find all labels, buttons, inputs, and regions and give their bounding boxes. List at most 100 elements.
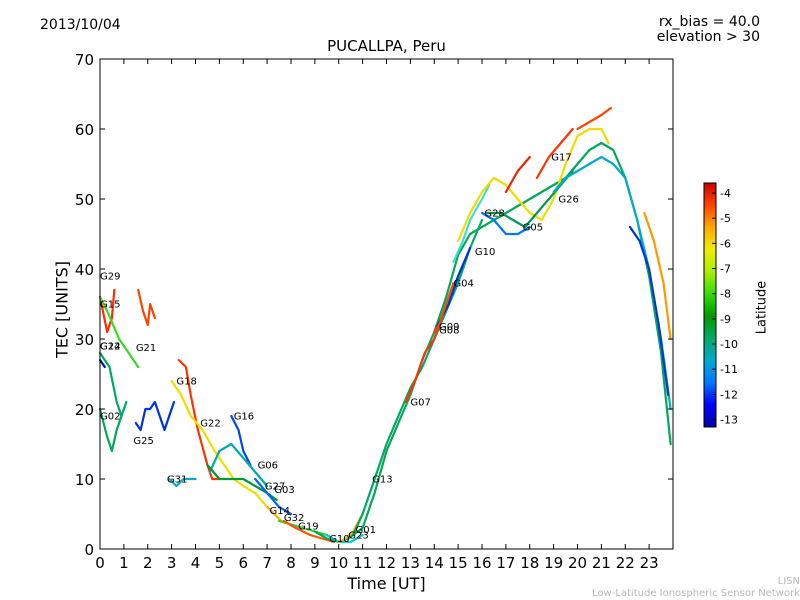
- x-tick-label: 14: [425, 554, 444, 572]
- series-g28: [457, 127, 610, 243]
- y-tick-label: 0: [84, 541, 94, 559]
- colorbar-tick-label: -12: [720, 388, 738, 401]
- watermark-short: LISN: [777, 576, 800, 587]
- satellite-label: G26: [558, 195, 578, 206]
- colorbar-tick-label: -13: [720, 413, 738, 426]
- x-tick-label: 13: [401, 554, 420, 572]
- x-tick-label: 3: [167, 554, 177, 572]
- x-tick-label: 19: [544, 554, 563, 572]
- satellite-label: G14: [270, 506, 290, 517]
- series-g03: [254, 477, 293, 516]
- series-g31: [168, 477, 197, 488]
- colorbar-tick-label: -9: [720, 313, 731, 326]
- series-g20: [504, 155, 531, 194]
- satellite-label: G10: [475, 247, 495, 258]
- x-tick-label: 8: [286, 554, 296, 572]
- series-g29: [98, 288, 116, 334]
- colorbar: [703, 182, 717, 428]
- rx-bias-label: rx_bias = 40.0: [658, 14, 760, 30]
- x-tick-label: 21: [592, 554, 611, 572]
- colorbar-tick-label: -6: [720, 237, 731, 250]
- series-g09: [433, 281, 455, 334]
- y-axis-ticks: 0 10 20 30 40 50 60 70: [75, 51, 673, 559]
- series-g08: [433, 246, 472, 334]
- series-g23: [325, 533, 364, 544]
- satellite-label: G04: [453, 279, 473, 290]
- y-tick-label: 30: [75, 331, 94, 349]
- y-axis-label: TEC [UNITS]: [52, 261, 72, 358]
- series-g22: [170, 379, 269, 509]
- x-tick-label: 23: [640, 554, 659, 572]
- colorbar-ticks: -4 -5 -6 -7 -8 -9 -10 -11 -12 -13: [712, 187, 738, 426]
- series-g10: [313, 141, 672, 544]
- x-tick-label: 9: [310, 554, 320, 572]
- satellite-label: G10: [329, 534, 349, 545]
- series-g12: [98, 358, 106, 369]
- series-g07: [404, 316, 443, 404]
- satellite-label: G15: [100, 300, 120, 311]
- series-g17: [535, 127, 574, 180]
- series-g06: [208, 442, 269, 488]
- x-tick-label: 10: [329, 554, 348, 572]
- series-layer: [98, 106, 672, 544]
- satellite-label: G21: [136, 343, 156, 354]
- colorbar-tick-label: -11: [720, 363, 738, 376]
- satellite-label: G32: [284, 513, 304, 524]
- series-g25: [134, 400, 176, 432]
- x-tick-label: 6: [238, 554, 248, 572]
- y-tick-label: 50: [75, 191, 94, 209]
- satellite-label: G19: [298, 521, 318, 532]
- satellite-label: G09: [439, 322, 459, 333]
- satellite-label: G27: [265, 482, 285, 493]
- colorbar-label: Latitude: [754, 280, 770, 335]
- x-tick-label: 20: [568, 554, 587, 572]
- x-tick-label: 1: [119, 554, 129, 572]
- series-g35: [480, 211, 531, 236]
- x-tick-label: 7: [262, 554, 272, 572]
- satellite-label: G06: [258, 461, 278, 472]
- satellite-label: G29: [100, 272, 120, 283]
- series-g19: [282, 519, 336, 544]
- series-g24: [98, 351, 128, 418]
- y-tick-label: 40: [75, 261, 94, 279]
- series-g18: [177, 358, 221, 481]
- watermark-long: Low-Latitude Ionospheric Sensor Network: [592, 588, 800, 599]
- satellite-label: G08: [439, 325, 459, 336]
- x-tick-label: 16: [472, 554, 491, 572]
- elevation-label: elevation > 30: [656, 29, 760, 45]
- satellite-label: G07: [410, 398, 430, 409]
- series-g15: [98, 295, 140, 369]
- x-tick-label: 15: [449, 554, 468, 572]
- satellite-label: G22: [200, 419, 220, 430]
- x-tick-label: 22: [616, 554, 635, 572]
- series-g02: [98, 407, 123, 453]
- satellite-label: G24: [100, 342, 120, 353]
- x-tick-label: 12: [377, 554, 396, 572]
- colorbar-tick-label: -5: [720, 212, 731, 225]
- x-tick-label: 0: [95, 554, 105, 572]
- satellite-label: G17: [551, 153, 571, 164]
- series-g33: [628, 225, 670, 397]
- x-tick-label: 5: [215, 554, 225, 572]
- colorbar-tick-label: -8: [720, 288, 731, 301]
- satellite-label: G01: [355, 525, 375, 536]
- satellite-label: G12: [100, 342, 120, 353]
- satellite-label: G13: [372, 475, 392, 486]
- colorbar-tick-label: -4: [720, 187, 731, 200]
- colorbar-tick-label: -10: [720, 338, 738, 351]
- x-tick-label: 2: [143, 554, 153, 572]
- y-tick-label: 60: [75, 121, 94, 139]
- satellite-label: G23: [348, 531, 368, 542]
- series-g16: [230, 414, 252, 467]
- satellite-label: G03: [274, 485, 294, 496]
- x-tick-label: 18: [520, 554, 539, 572]
- satellite-label: G02: [100, 412, 120, 423]
- chart-title: PUCALLPA, Peru: [327, 37, 446, 55]
- y-tick-label: 20: [75, 401, 94, 419]
- satellite-label: G18: [176, 377, 196, 388]
- y-tick-label: 10: [75, 471, 94, 489]
- series-g11: [576, 106, 612, 131]
- x-tick-label: 11: [353, 554, 372, 572]
